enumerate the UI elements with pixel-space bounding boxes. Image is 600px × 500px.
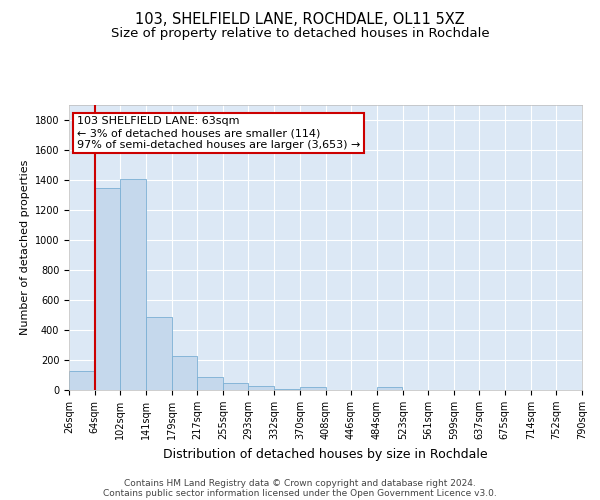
Text: 103 SHELFIELD LANE: 63sqm
← 3% of detached houses are smaller (114)
97% of semi-: 103 SHELFIELD LANE: 63sqm ← 3% of detach… bbox=[77, 116, 360, 150]
Bar bbox=[248, 386, 274, 390]
Bar bbox=[197, 377, 223, 390]
Text: Contains HM Land Registry data © Crown copyright and database right 2024.: Contains HM Land Registry data © Crown c… bbox=[124, 478, 476, 488]
Text: 103, SHELFIELD LANE, ROCHDALE, OL11 5XZ: 103, SHELFIELD LANE, ROCHDALE, OL11 5XZ bbox=[135, 12, 465, 28]
X-axis label: Distribution of detached houses by size in Rochdale: Distribution of detached houses by size … bbox=[163, 448, 488, 460]
Bar bbox=[95, 188, 120, 390]
Bar bbox=[172, 356, 197, 390]
Bar bbox=[300, 387, 325, 390]
Bar bbox=[377, 388, 402, 390]
Text: Contains public sector information licensed under the Open Government Licence v3: Contains public sector information licen… bbox=[103, 488, 497, 498]
Bar bbox=[223, 382, 248, 390]
Bar bbox=[69, 370, 95, 390]
Bar bbox=[120, 178, 146, 390]
Text: Size of property relative to detached houses in Rochdale: Size of property relative to detached ho… bbox=[110, 28, 490, 40]
Y-axis label: Number of detached properties: Number of detached properties bbox=[20, 160, 31, 335]
Bar bbox=[146, 316, 172, 390]
Bar bbox=[274, 388, 300, 390]
